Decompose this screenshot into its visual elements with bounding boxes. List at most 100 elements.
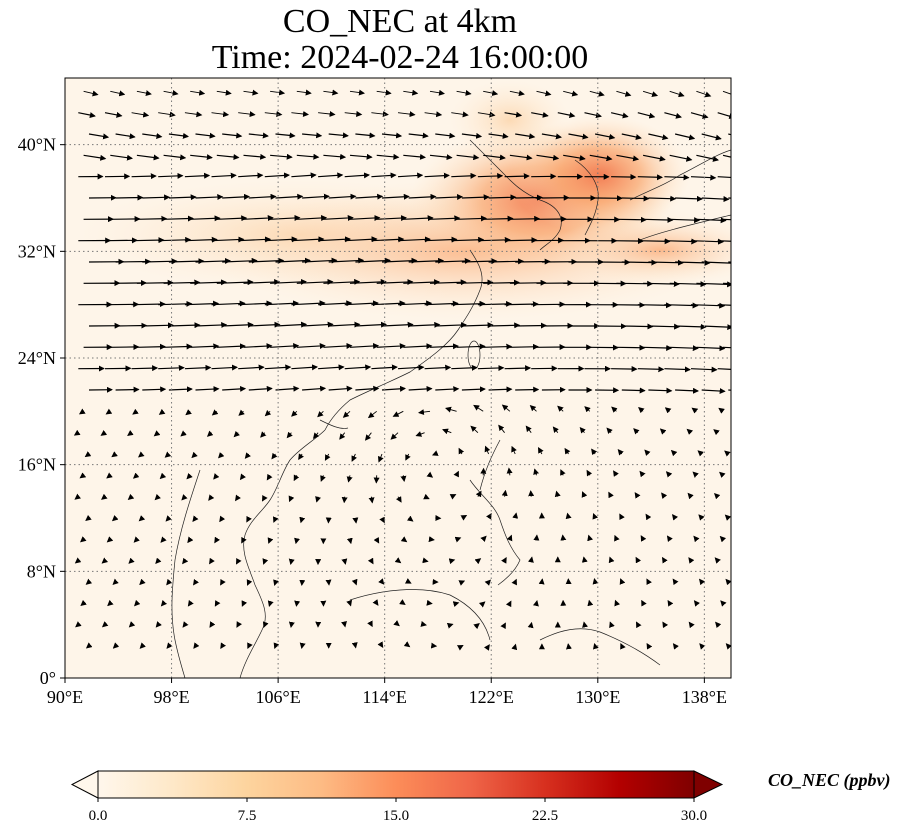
- wind-arrow: [725, 578, 731, 586]
- wind-arrow: [461, 194, 490, 201]
- wind-arrow: [163, 279, 201, 286]
- wind-arrow: [296, 153, 320, 160]
- wind-arrow: [346, 475, 353, 483]
- wind-arrow: [192, 515, 199, 522]
- wind-arrow: [344, 364, 372, 371]
- wind-arrow: [159, 472, 167, 480]
- wind-arrow: [609, 621, 615, 629]
- wind-arrow: [195, 386, 220, 393]
- wind-arrow: [533, 468, 540, 476]
- wind-arrow: [115, 194, 144, 201]
- wind-arrow: [182, 557, 189, 565]
- wind-arrow: [688, 557, 695, 564]
- wind-arrow: [241, 536, 247, 544]
- wind-arrow: [209, 621, 216, 628]
- wind-arrow: [376, 89, 392, 96]
- wind-arrow: [166, 578, 173, 586]
- colorbar-max-extend: [693, 770, 724, 799]
- wind-arrow: [715, 621, 722, 629]
- wind-arrow: [216, 279, 254, 286]
- wind-arrow: [266, 473, 273, 481]
- wind-arrow: [690, 238, 724, 245]
- wind-arrow: [222, 385, 247, 392]
- wind-arrow: [318, 110, 336, 117]
- wind-arrow: [717, 368, 731, 370]
- wind-arrow: [435, 321, 467, 328]
- wind-arrow: [669, 90, 685, 98]
- wind-arrow: [671, 514, 679, 521]
- wind-arrow: [131, 111, 150, 118]
- wind-arrow: [483, 644, 490, 651]
- colorbar-tick-label: 0.0: [89, 808, 108, 824]
- wind-arrow: [264, 409, 272, 417]
- wind-arrow: [394, 557, 402, 564]
- wind-arrow: [111, 515, 119, 522]
- y-tick-label: 0°: [40, 668, 56, 688]
- wind-arrow: [696, 90, 712, 98]
- wind-arrow: [216, 215, 248, 222]
- wind-arrow: [247, 642, 253, 650]
- wind-arrow: [645, 513, 652, 521]
- wind-arrow: [515, 386, 540, 393]
- wind-arrow: [376, 153, 400, 160]
- wind-arrow: [589, 90, 605, 97]
- wind-arrow: [429, 215, 461, 222]
- wind-arrow: [722, 346, 731, 349]
- wind-arrow: [270, 153, 293, 160]
- wind-arrow: [415, 431, 425, 437]
- wind-arrow: [216, 154, 240, 160]
- wind-arrow: [328, 257, 365, 264]
- wind-arrow: [115, 322, 148, 329]
- wind-arrow: [106, 536, 114, 543]
- wind-arrow: [110, 90, 126, 97]
- wind-arrow: [722, 282, 731, 285]
- wind-arrow: [728, 389, 731, 391]
- wind-arrow: [275, 385, 300, 392]
- wind-arrow: [699, 643, 706, 650]
- wind-arrow: [355, 257, 391, 264]
- wind-arrow: [324, 453, 331, 461]
- wind-arrow: [606, 427, 613, 435]
- wind-arrow: [155, 621, 162, 628]
- wind-arrow: [190, 154, 213, 161]
- wind-arrow: [664, 366, 691, 373]
- wind-arrow: [264, 300, 299, 307]
- wind-arrow: [105, 408, 113, 415]
- wind-arrow: [243, 343, 273, 350]
- wind-arrow: [78, 112, 96, 118]
- x-tick-label: 90°E: [47, 687, 83, 707]
- wind-arrow: [424, 364, 452, 371]
- wind-arrow: [648, 323, 681, 330]
- wind-arrow: [619, 578, 626, 585]
- wind-arrow: [456, 343, 486, 350]
- wind-arrow: [642, 90, 659, 97]
- wind-arrow: [235, 494, 241, 502]
- wind-arrow: [541, 133, 562, 140]
- wind-arrow: [220, 578, 226, 586]
- wind-arrow: [608, 491, 614, 499]
- wind-arrow: [243, 279, 281, 286]
- wind-arrow: [296, 278, 334, 285]
- wind-arrow: [209, 557, 215, 565]
- wind-arrow: [701, 133, 722, 141]
- wind-arrow: [403, 641, 411, 648]
- wind-arrow: [719, 471, 726, 478]
- wind-arrow: [355, 132, 376, 139]
- wind-arrow: [328, 193, 357, 200]
- wind-arrow: [728, 325, 731, 327]
- wind-arrow: [646, 578, 652, 586]
- wind-arrow: [460, 515, 468, 521]
- wind-arrow: [351, 453, 357, 462]
- wind-arrow: [477, 364, 505, 371]
- wind-arrow: [527, 556, 534, 563]
- wind-arrow: [74, 557, 82, 564]
- wind-arrow: [616, 216, 647, 223]
- wind-arrow: [581, 491, 588, 498]
- wind-arrow: [101, 557, 109, 564]
- wind-arrow: [505, 600, 512, 608]
- wind-arrow: [690, 302, 726, 309]
- wind-arrow: [674, 133, 696, 141]
- wind-arrow: [79, 472, 87, 479]
- wind-arrow: [142, 194, 171, 201]
- wind-arrow: [163, 215, 194, 222]
